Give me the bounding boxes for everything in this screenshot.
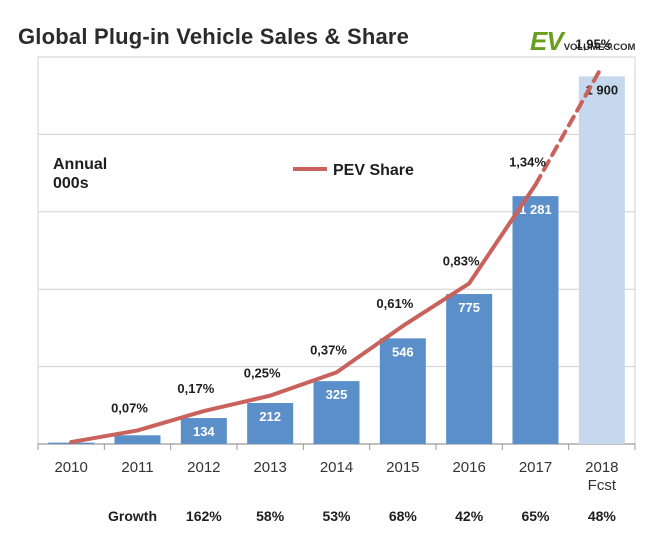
share-label-2015: 0,61%: [376, 296, 413, 311]
x-tick-label-2013: 2013: [253, 459, 286, 476]
x-tick-label-2017: 2017: [519, 459, 552, 476]
growth-value-2013: 58%: [256, 508, 285, 524]
bar-2014: [313, 381, 360, 444]
share-data-labels: 0,07% 0,17% 0,25% 0,37% 0,61% 0,83% 1,34% 1,95%: [111, 37, 613, 416]
share-line-actual: [69, 182, 538, 445]
unit-label-line: 000s: [53, 175, 89, 192]
x-tick-label-2015: 2015: [386, 459, 419, 476]
growth-value-2012: 162%: [186, 508, 222, 524]
share-label-2016: 0,83%: [443, 253, 480, 268]
logo-ev-text: EV: [530, 26, 564, 56]
bar-2016: [446, 294, 493, 444]
share-label-2014: 0,37%: [310, 342, 347, 357]
x-tick-label-2010: 2010: [54, 459, 87, 476]
growth-value-2017: 65%: [521, 508, 550, 524]
bar-label-2015: 546: [392, 344, 414, 359]
share-label-2012: 0,17%: [177, 381, 214, 396]
legend: PEV Share: [293, 162, 414, 179]
share-line-forecast: [533, 64, 604, 187]
ev-volumes-logo: EVVOLUMES.COM: [530, 26, 635, 57]
share-line-series: [69, 64, 604, 445]
x-tick-label-2014: 2014: [320, 459, 353, 476]
growth-value-2018: 48%: [588, 508, 617, 524]
bar-2017: [512, 196, 559, 444]
unit-label: Annual 000s: [53, 156, 107, 192]
bar-label-2014: 325: [326, 387, 348, 402]
share-label-2018: 1,95%: [575, 37, 612, 52]
bar-label-2017: 1 281: [519, 202, 552, 217]
x-sublabel-2018: Fcst: [588, 477, 617, 494]
bar-2013: [247, 402, 294, 444]
x-tick-label-2011: 2011: [121, 459, 153, 476]
growth-row: Growth 162% 58% 53% 68% 42% 65% 48%: [108, 508, 616, 524]
growth-value-2015: 68%: [389, 508, 418, 524]
bar-2012: [180, 418, 227, 444]
x-tick-label-2016: 2016: [452, 459, 485, 476]
legend-label-share: PEV Share: [333, 162, 414, 179]
growth-value-2014: 53%: [322, 508, 351, 524]
logo-suffix-text: VOLUMES.COM: [563, 42, 636, 53]
x-tick-label-2018: 2018: [585, 459, 618, 476]
bar-label-2012: 134: [193, 424, 215, 439]
bar-2015: [379, 338, 426, 444]
growth-label: Growth: [108, 508, 157, 524]
bar-2011: [114, 435, 161, 444]
bar-label-2016: 775: [458, 300, 480, 315]
unit-label-line: Annual: [53, 156, 107, 173]
bar-data-labels: 134 212 325 546 775 1 281 1 900: [193, 82, 618, 439]
bar-label-2018: 1 900: [586, 82, 619, 97]
growth-value-2016: 42%: [455, 508, 484, 524]
x-tick-label-2012: 2012: [187, 459, 220, 476]
share-label-2017: 1,34%: [509, 155, 546, 170]
bar-2018: [578, 76, 625, 444]
share-label-2011: 0,07%: [111, 400, 148, 415]
bar-label-2013: 212: [259, 409, 281, 424]
share-label-2013: 0,25%: [244, 366, 281, 381]
chart-title: Global Plug-in Vehicle Sales & Share: [18, 24, 410, 49]
